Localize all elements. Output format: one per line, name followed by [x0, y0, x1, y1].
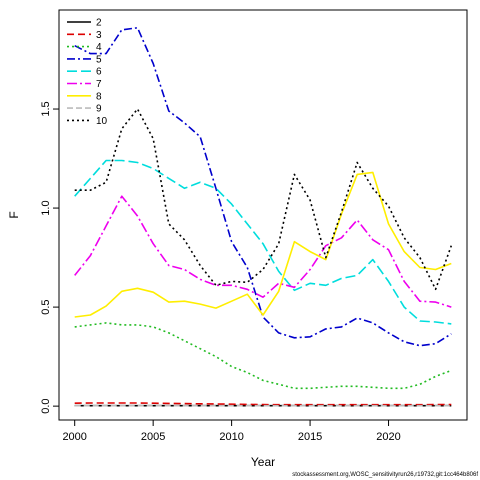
series-line-8 [74, 171, 452, 318]
legend-label-9: 9 [96, 104, 102, 115]
x-tick-label: 2005 [141, 431, 165, 443]
series-line-5 [74, 26, 452, 347]
y-tick-label: 1.5 [40, 101, 52, 116]
y-axis-label: F [7, 211, 21, 218]
legend-label-6: 6 [96, 67, 102, 78]
y-tick-label: 1.0 [40, 200, 52, 215]
y-tick-label: 0.0 [40, 398, 52, 413]
series-line-4 [74, 322, 452, 390]
x-tick-label: 2010 [219, 431, 243, 443]
legend-label-2: 2 [96, 18, 102, 29]
legend-label-5: 5 [96, 54, 102, 65]
legend-label-3: 3 [96, 30, 102, 41]
series-line-3 [74, 402, 452, 406]
legend-label-10: 10 [96, 116, 108, 127]
legend-label-4: 4 [96, 42, 102, 53]
x-tick-label: 2015 [298, 431, 322, 443]
series-line-6 [74, 159, 452, 325]
x-tick-label: 2000 [62, 431, 86, 443]
series-line-10 [74, 108, 453, 291]
legend-label-7: 7 [96, 79, 102, 90]
x-axis: 2000 2005 2010 2015 2020 [62, 420, 401, 443]
y-tick-label: 0.5 [40, 299, 52, 314]
series-line-7 [74, 195, 452, 308]
x-tick-label: 2020 [376, 431, 400, 443]
legend-label-8: 8 [96, 91, 102, 102]
series-lines [74, 26, 453, 407]
y-axis: 0.0 0.5 1.0 1.5 [40, 101, 59, 414]
credit-text: stockassessment.org,WOSC_sensitivityrun2… [292, 472, 478, 478]
x-axis-label: Year [251, 455, 275, 469]
plot-frame [58, 9, 468, 421]
